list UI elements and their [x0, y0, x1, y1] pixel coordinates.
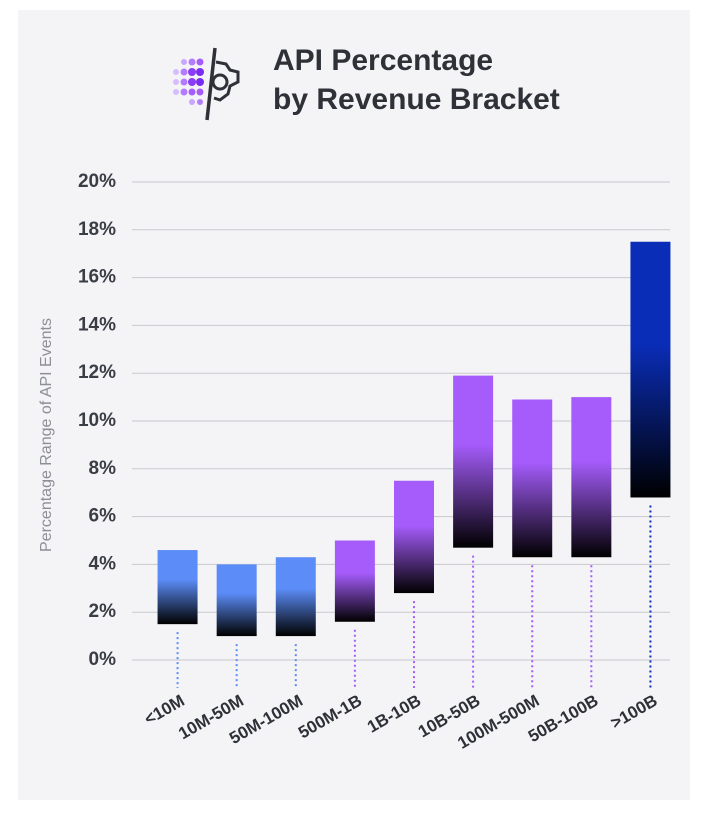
- y-tick-label: 12%: [78, 362, 116, 383]
- y-tick-label: 10%: [78, 410, 116, 431]
- y-tick-label: 18%: [78, 219, 116, 240]
- y-tick-label: 6%: [89, 506, 117, 527]
- bar: [394, 480, 434, 594]
- y-tick-label: 16%: [78, 267, 116, 288]
- bar: [512, 399, 553, 558]
- bar: [630, 241, 671, 498]
- bar: [571, 397, 612, 558]
- y-tick-label: 20%: [78, 171, 116, 192]
- chart-title: by Revenue Bracket: [273, 83, 560, 116]
- logo-icon: [173, 47, 240, 121]
- bar: [275, 557, 316, 637]
- y-tick-label: 8%: [89, 458, 117, 479]
- chart-title: API Percentage: [273, 44, 493, 77]
- y-tick-label: 4%: [89, 553, 117, 574]
- y-tick-label: 14%: [78, 314, 116, 335]
- y-axis-label: Percentage Range of API Events: [38, 318, 55, 552]
- bar: [157, 550, 198, 625]
- y-tick-label: 0%: [89, 649, 117, 670]
- bar: [453, 375, 494, 548]
- y-tick-label: 2%: [89, 601, 117, 622]
- bar: [216, 564, 257, 637]
- bar: [334, 540, 375, 622]
